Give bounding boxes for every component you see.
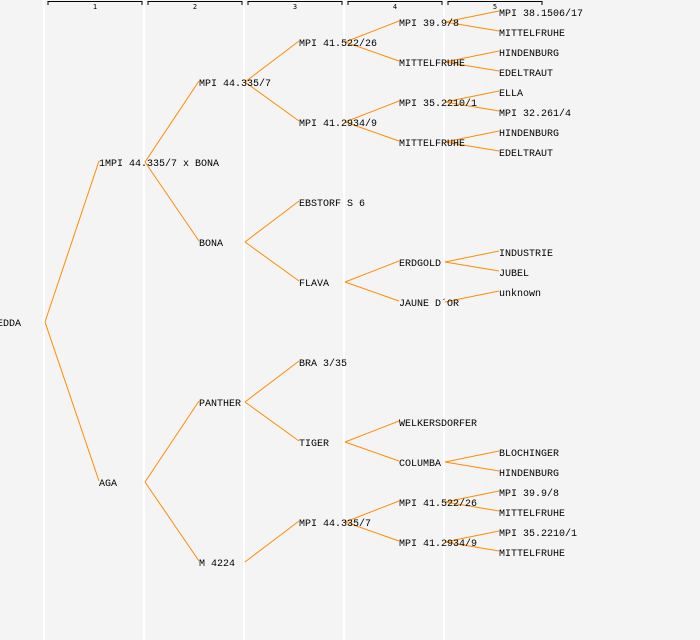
connector-line: [244, 200, 300, 243]
connector-line: [444, 461, 500, 472]
connector-line: [344, 500, 400, 523]
connector-line: [444, 101, 500, 112]
connector-line: [444, 21, 500, 32]
connector-line: [444, 61, 500, 72]
pedigree-node[interactable]: MITTELFRUHE: [399, 59, 465, 70]
column-separators: [43, 0, 445, 640]
pedigree-node[interactable]: MPI 35.2210/1: [499, 528, 577, 540]
pedigree-node[interactable]: MPI 38.1506/17: [499, 8, 583, 20]
pedigree-node[interactable]: BRA 3/35: [299, 358, 347, 370]
generation-header: 5: [493, 3, 497, 11]
pedigree-node[interactable]: MITTELFRUHE: [499, 549, 565, 560]
pedigree-node[interactable]: FLAVA: [299, 279, 329, 290]
connector-line: [244, 81, 300, 122]
pedigree-node[interactable]: MITTELFRUHE: [399, 139, 465, 150]
connector-line: [144, 481, 200, 562]
connector-line: [444, 490, 500, 503]
connector-line: [244, 241, 300, 282]
generation-bracket: [447, 1, 543, 5]
connector-line: [444, 261, 500, 272]
pedigree-node[interactable]: MITTELFRUHE: [499, 509, 565, 520]
pedigree-node[interactable]: JUBEL: [499, 269, 529, 280]
pedigree-node[interactable]: MPI 39.9/8: [399, 18, 459, 30]
generation-header: 3: [293, 3, 297, 11]
connector-line: [444, 290, 500, 303]
connector-line: [444, 530, 500, 543]
connector-line: [444, 541, 500, 552]
pedigree-node[interactable]: INDUSTRIE: [499, 249, 553, 260]
generation-bracket: [47, 1, 143, 5]
pedigree-node[interactable]: ERDGOLD: [399, 259, 441, 270]
connector-line: [344, 121, 400, 142]
connector-line: [144, 80, 200, 163]
pedigree-node[interactable]: MPI 41.522/26: [399, 498, 477, 510]
pedigree-node[interactable]: HINDENBURG: [499, 469, 559, 480]
pedigree-node[interactable]: EDELTRAUT: [499, 69, 553, 80]
pedigree-node[interactable]: MPI 35.2210/1: [399, 98, 477, 110]
connector-line: [344, 100, 400, 123]
pedigree-node[interactable]: MPI 41.2934/9: [299, 118, 377, 130]
connector-line: [244, 520, 300, 563]
pedigree-node[interactable]: ELLA: [499, 89, 523, 100]
pedigree-node[interactable]: WELKERSDORFER: [399, 419, 477, 430]
pedigree-node[interactable]: MPI 39.9/8: [499, 488, 559, 500]
connector-line: [244, 360, 300, 403]
pedigree-node[interactable]: unknown: [499, 288, 541, 300]
pedigree-node[interactable]: HINDENBURG: [499, 49, 559, 60]
pedigree-node[interactable]: BONA: [199, 239, 223, 250]
pedigree-node[interactable]: BLOCHINGER: [499, 449, 559, 460]
pedigree-nodes: EDDA 1MPI 44.335/7 x BONA MPI 44.335/7 MPI …: [0, 8, 583, 570]
pedigree-node[interactable]: 1MPI 44.335/7 x BONA: [99, 158, 219, 170]
pedigree-node[interactable]: MPI 32.261/4: [499, 108, 571, 120]
connector-line: [44, 321, 100, 482]
generation-bracket: [247, 1, 343, 5]
generation-header: 1: [93, 3, 97, 11]
connector-line: [244, 401, 300, 442]
connector-lines: [44, 10, 500, 563]
connector-line: [344, 521, 400, 542]
pedigree-node[interactable]: M 4224: [199, 559, 235, 570]
connector-line: [444, 130, 500, 143]
generation-header: 2: [193, 3, 197, 11]
connector-line: [444, 450, 500, 463]
connector-line: [344, 281, 400, 302]
connector-line: [344, 260, 400, 283]
pedigree-node[interactable]: MPI 44.335/7: [299, 518, 371, 530]
connector-line: [444, 90, 500, 103]
pedigree-node[interactable]: MPI 44.335/7: [199, 78, 271, 90]
generation-headers: 1 2 3 4 5: [47, 1, 543, 11]
connector-line: [444, 250, 500, 263]
connector-line: [444, 50, 500, 63]
generation-header: 4: [393, 3, 397, 11]
connector-line: [144, 161, 200, 242]
pedigree-node[interactable]: COLUMBA: [399, 459, 441, 470]
connector-line: [444, 501, 500, 512]
connector-line: [244, 40, 300, 83]
connector-line: [444, 141, 500, 152]
pedigree-node[interactable]: MPI 41.2934/9: [399, 538, 477, 550]
pedigree-node[interactable]: EDELTRAUT: [499, 149, 553, 160]
pedigree-node[interactable]: JAUNE D´OR: [399, 297, 459, 310]
generation-bracket: [347, 1, 443, 5]
pedigree-node[interactable]: AGA: [99, 479, 117, 490]
pedigree-node[interactable]: EDDA: [0, 319, 21, 330]
pedigree-node[interactable]: MITTELFRUHE: [499, 29, 565, 40]
generation-bracket: [147, 1, 243, 5]
connector-line: [344, 420, 400, 443]
connector-line: [344, 41, 400, 62]
connector-line: [444, 10, 500, 23]
pedigree-node[interactable]: TIGER: [299, 439, 329, 450]
pedigree-node[interactable]: EBSTORF S 6: [299, 199, 365, 210]
connector-line: [144, 400, 200, 483]
pedigree-node[interactable]: HINDENBURG: [499, 129, 559, 140]
pedigree-node[interactable]: PANTHER: [199, 399, 241, 410]
pedigree-node[interactable]: MPI 41.522/26: [299, 38, 377, 50]
connector-line: [344, 441, 400, 462]
connector-line: [344, 20, 400, 43]
connector-line: [44, 160, 100, 323]
